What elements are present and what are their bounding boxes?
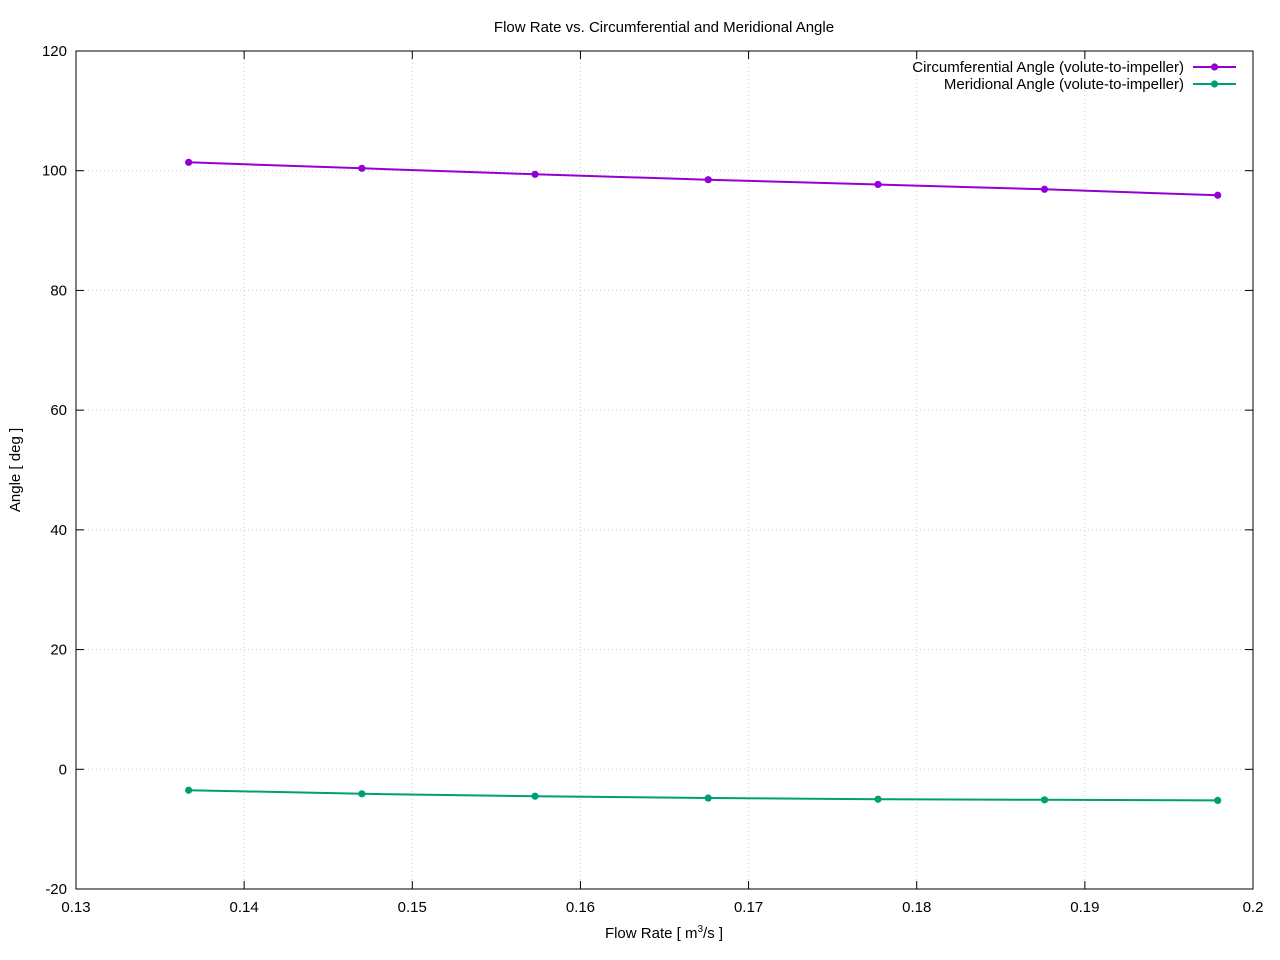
- y-tick-label: 0: [59, 761, 67, 778]
- x-axis-label-superscript: 3: [697, 924, 703, 935]
- series-2-point: [1214, 796, 1222, 805]
- series-lines: [185, 158, 1222, 805]
- x-tick-label: 0.17: [734, 899, 763, 916]
- axis-ticks: 0.13 0.14 0.15 0.16 0.17 0.18 0.19 0.2 -20 0 20 40 6…: [42, 43, 1263, 916]
- x-tick-label: 0.14: [230, 899, 259, 916]
- series-1-point: [531, 170, 539, 178]
- legend-swatch-point-1: [1210, 63, 1219, 71]
- x-tick-label: 0.18: [902, 899, 931, 916]
- series-2-point: [704, 794, 712, 802]
- legend: Circumferential Angle (volute-to-impelle…: [912, 59, 1236, 93]
- y-tick-label: 20: [50, 642, 67, 659]
- y-tick-label: 40: [50, 522, 67, 539]
- series-1-point: [704, 176, 712, 184]
- y-axis-label: Angle [ deg ]: [7, 428, 24, 512]
- y-tick-label: 120: [42, 43, 67, 60]
- legend-label-2: Meridional Angle (volute-to-impeller): [944, 76, 1184, 93]
- series-2-point: [531, 792, 539, 800]
- x-tick-label: 0.16: [566, 899, 595, 916]
- y-tick-label: 80: [50, 282, 67, 299]
- x-tick-label: 0.15: [398, 899, 427, 916]
- x-tick-label: 0.13: [61, 899, 90, 916]
- x-axis-label-main: Flow Rate [ m: [605, 925, 698, 942]
- x-axis-label: Flow Rate [ m3/s ]: [605, 924, 723, 942]
- series-1-point: [1040, 185, 1049, 193]
- series-1-point: [185, 158, 193, 166]
- series-1-point: [1214, 191, 1222, 199]
- x-tick-label: 0.19: [1070, 899, 1099, 916]
- series-1-point: [358, 164, 366, 172]
- x-axis-label-tail: /s ]: [703, 925, 723, 942]
- grid: [76, 51, 1253, 889]
- series-2-point: [874, 795, 882, 803]
- y-tick-label: 100: [42, 163, 67, 180]
- x-tick-label: 0.2: [1243, 899, 1264, 916]
- series-2-point: [185, 786, 193, 794]
- y-tick-label: -20: [45, 881, 67, 898]
- chart-title: Flow Rate vs. Circumferential and Meridi…: [494, 19, 834, 36]
- legend-swatch-point-2: [1210, 80, 1219, 88]
- series-1-point: [874, 180, 882, 189]
- series-2-point: [358, 790, 366, 798]
- y-tick-label: 60: [50, 402, 67, 419]
- legend-label-1: Circumferential Angle (volute-to-impelle…: [912, 59, 1184, 76]
- plot-frame: [75, 50, 1254, 890]
- series-2-point: [1040, 796, 1049, 804]
